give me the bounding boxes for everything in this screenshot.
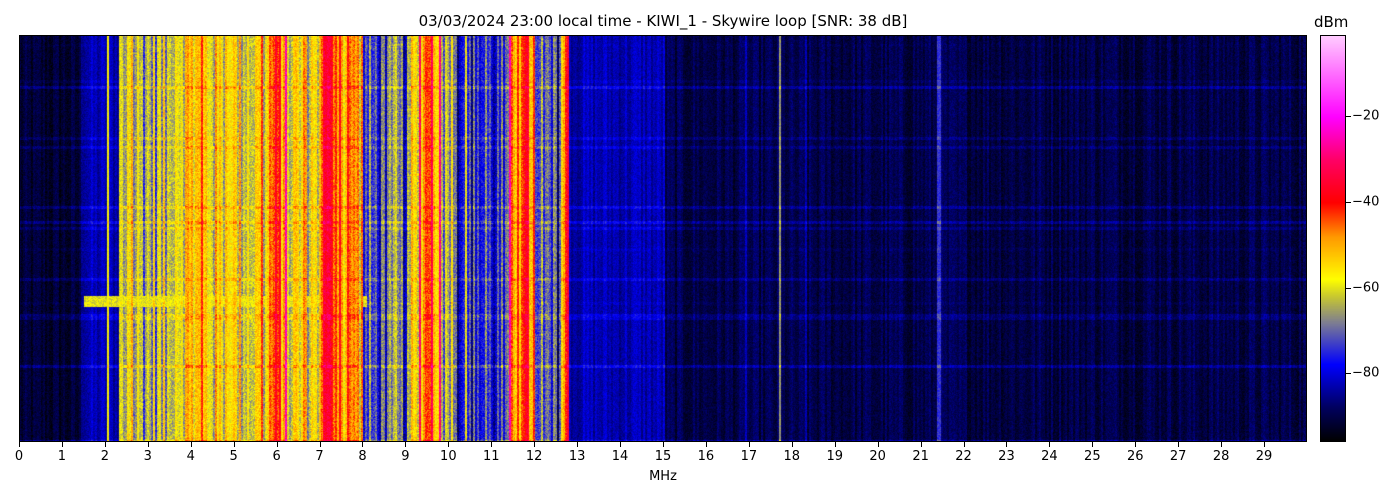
x-tick-label: 21: [912, 449, 929, 464]
x-tick-mark: [834, 442, 836, 447]
x-tick-label: 24: [1041, 449, 1058, 464]
x-tick-mark: [19, 442, 20, 447]
x-tick-label: 3: [143, 449, 152, 464]
x-tick-mark: [104, 442, 106, 447]
x-tick-label: 1: [57, 449, 67, 464]
x-tick-mark: [705, 442, 707, 447]
x-tick-label: 10: [440, 449, 457, 464]
x-tick-mark: [1006, 442, 1008, 447]
x-tick-label: 6: [272, 449, 281, 464]
x-tick-label: 19: [826, 449, 843, 464]
colorbar: [1320, 35, 1346, 442]
x-tick-mark: [877, 442, 879, 447]
x-tick-label: 7: [315, 449, 324, 464]
x-tick-label: 22: [955, 449, 972, 464]
x-tick-mark: [620, 442, 622, 447]
x-tick-label: 4: [186, 449, 195, 464]
x-tick-mark: [448, 442, 450, 447]
x-tick-mark: [1264, 442, 1266, 447]
colorbar-tick-label: −60: [1352, 280, 1380, 296]
x-tick-label: 14: [611, 449, 629, 464]
x-tick-label: 12: [525, 449, 543, 464]
x-tick-mark: [577, 442, 579, 447]
x-tick-mark: [748, 442, 750, 447]
colorbar-tick-label: −40: [1352, 194, 1380, 210]
plot-area: [19, 35, 1307, 442]
x-tick-label: 26: [1126, 449, 1144, 464]
x-tick-mark: [405, 442, 407, 447]
x-tick-label: 0: [14, 449, 24, 464]
x-tick-mark: [1135, 442, 1137, 447]
x-tick-mark: [534, 442, 536, 447]
x-tick-label: 13: [568, 449, 586, 464]
x-tick-label: 18: [783, 449, 801, 464]
x-tick-mark: [791, 442, 793, 447]
chart-title: 03/03/2024 23:00 local time - KIWI_1 - S…: [418, 12, 908, 30]
x-axis-label: MHz: [649, 469, 677, 484]
colorbar-tick-label: −80: [1352, 365, 1380, 381]
x-tick-label: 28: [1212, 449, 1230, 464]
x-tick-label: 17: [740, 449, 758, 464]
x-tick-mark: [963, 442, 965, 447]
x-tick-mark: [920, 442, 922, 447]
x-tick-mark: [61, 442, 63, 447]
x-tick-label: 11: [482, 449, 500, 464]
x-tick-label: 5: [229, 449, 238, 464]
colorbar-tick-mark: [1346, 202, 1351, 204]
spectrogram-heatmap: [19, 35, 1307, 442]
x-tick-label: 2: [100, 449, 109, 464]
colorbar-tick-mark: [1346, 287, 1351, 289]
x-tick-label: 15: [654, 449, 672, 464]
x-tick-mark: [491, 442, 493, 447]
x-tick-label: 8: [358, 449, 367, 464]
x-tick-mark: [1178, 442, 1180, 447]
colorbar-tick-mark: [1346, 116, 1351, 118]
colorbar-tick-mark: [1346, 373, 1351, 375]
x-tick-label: 25: [1084, 449, 1101, 464]
x-tick-mark: [276, 442, 278, 447]
x-tick-label: 23: [998, 449, 1015, 464]
x-tick-label: 9: [401, 449, 410, 464]
x-tick-mark: [663, 442, 664, 447]
x-tick-label: 16: [697, 449, 715, 464]
x-tick-mark: [1049, 442, 1051, 447]
x-tick-label: 20: [869, 449, 886, 464]
x-tick-mark: [147, 442, 149, 447]
x-tick-label: 29: [1255, 449, 1273, 464]
colorbar-label: dBm: [1314, 13, 1349, 31]
x-tick-mark: [190, 442, 192, 447]
x-tick-mark: [233, 442, 235, 447]
colorbar-tick-label: −20: [1352, 108, 1380, 124]
x-tick-label: 27: [1169, 449, 1187, 464]
x-tick-mark: [319, 442, 321, 447]
x-tick-mark: [1092, 442, 1094, 447]
x-tick-mark: [362, 442, 364, 447]
x-tick-mark: [1221, 442, 1223, 447]
